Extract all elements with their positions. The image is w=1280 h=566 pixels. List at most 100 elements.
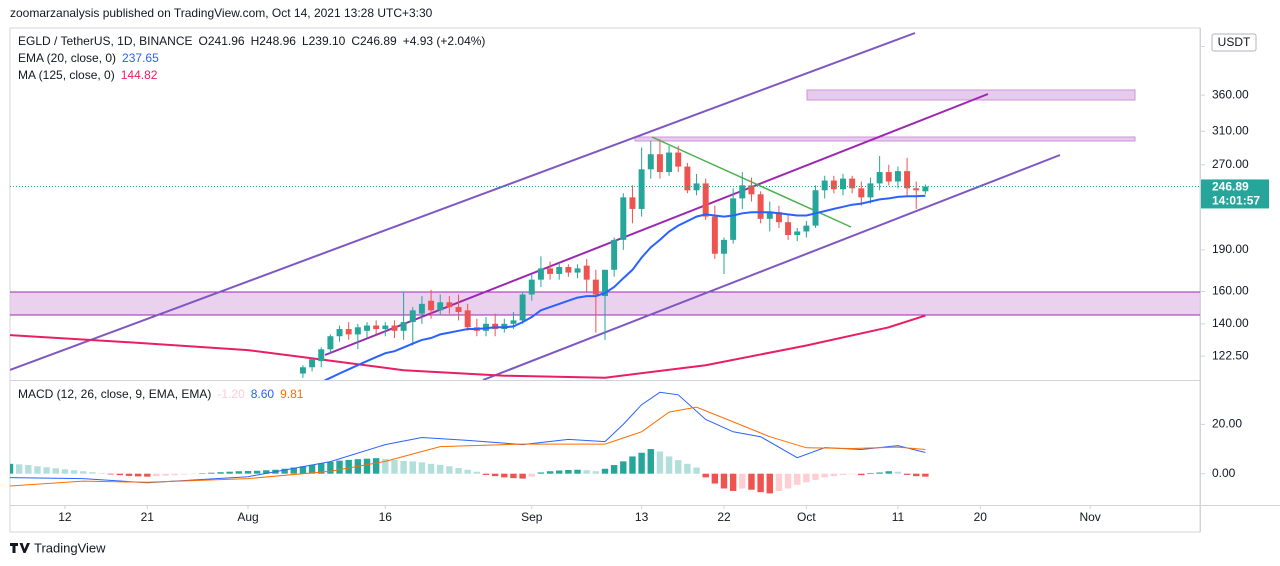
countdown-label: 14:01:57 (1212, 194, 1260, 208)
x-tick-label: Sep (521, 510, 543, 524)
x-tick-label: 16 (379, 510, 393, 524)
legend-macd-hist: -1.20 (217, 387, 245, 401)
macd-histogram-bar (107, 473, 114, 475)
candle-body (556, 267, 563, 274)
legend-macd-signal: 9.81 (280, 387, 304, 401)
macd-histogram-bar (336, 460, 343, 474)
y-tick-label: 160.00 (1212, 284, 1249, 298)
macd-histogram-bar (775, 473, 783, 491)
candle-body (666, 152, 673, 173)
macd-histogram-bar (427, 463, 435, 474)
macd-histogram-bar (858, 473, 865, 476)
candle-body (803, 225, 810, 232)
legend-ohlc: H248.96 (251, 34, 297, 48)
macd-histogram-bar (903, 473, 911, 475)
macd-histogram-bar (757, 473, 764, 493)
macd-histogram-bar (263, 470, 270, 474)
macd-histogram-bar (437, 464, 444, 474)
candle-body (775, 212, 782, 223)
candle-body (913, 188, 920, 191)
macd-histogram-bar (729, 473, 737, 491)
macd-histogram-bar (656, 451, 664, 474)
price-pane (10, 139, 1200, 380)
macd-histogram-bar (208, 472, 215, 474)
macd-histogram-bar (244, 470, 252, 474)
macd-histogram-bar (180, 473, 188, 475)
x-tick-label: Oct (797, 510, 816, 524)
macd-histogram-bar (821, 473, 828, 478)
candle-body (785, 222, 792, 236)
macd-histogram-bar (794, 473, 801, 485)
macd-histogram-bar (70, 470, 78, 474)
macd-line (10, 391, 926, 484)
macd-histogram-bar (848, 473, 856, 475)
channel-middle (324, 93, 989, 356)
candle-body (867, 183, 874, 198)
candle-body (830, 180, 837, 190)
macd-histogram-bar (34, 466, 41, 474)
macd-histogram-bar (15, 464, 23, 474)
candle-body (894, 171, 901, 182)
legend-ma: MA (125, close, 0) 144.82 (18, 68, 158, 82)
macd-histogram-bar (620, 461, 627, 474)
candle-body (528, 279, 535, 295)
candle-body (354, 327, 361, 335)
macd-histogram-bar (784, 473, 792, 489)
macd-histogram-bar (830, 473, 838, 477)
resistance-zone (806, 89, 1136, 101)
candle-body (455, 307, 462, 312)
macd-histogram-bar (226, 471, 233, 474)
signal-line (10, 406, 926, 487)
candle-body (766, 212, 773, 219)
footer: TradingView (10, 540, 106, 555)
axes: 12 21 Aug 16 Sep 13 22 Oct 11 20 Nov 122.50 140.00 16… (58, 39, 1249, 524)
candle-body (428, 300, 435, 311)
macd-histogram-bar (592, 471, 600, 474)
candle-body (464, 310, 471, 328)
macd-histogram-bar (739, 473, 746, 489)
macd-histogram-bar (711, 473, 719, 484)
candle-body (400, 322, 407, 331)
macd-histogram-bar (171, 473, 178, 476)
legend-ohlc: O241.96 (199, 34, 245, 48)
macd-histogram-bar (308, 464, 316, 474)
candle-body (336, 329, 343, 337)
ema-line (323, 194, 926, 380)
macd-histogram-bar (134, 473, 142, 477)
candle-body (537, 268, 544, 280)
candle-body (519, 294, 526, 321)
macd-histogram-bar (281, 468, 288, 474)
macd-histogram-bar (363, 458, 371, 474)
candle-body (592, 279, 599, 295)
macd-histogram-bar (876, 472, 883, 474)
macd-histogram-bar (647, 449, 654, 474)
y-tick-label: 310.00 (1212, 123, 1249, 137)
macd-histogram-bar (217, 472, 224, 474)
macd-histogram-bar (446, 466, 453, 474)
candle-body (602, 269, 608, 297)
logo (10, 543, 30, 553)
candle-body (318, 349, 325, 362)
legend-ema-name: EMA (20, close, 0) (18, 51, 116, 65)
candle-body (858, 188, 865, 198)
macd-y-tick-label: 20.00 (1212, 417, 1242, 431)
macd-histogram-bar (372, 458, 380, 474)
y-tick-label: 270.00 (1212, 157, 1249, 171)
macd-histogram-bar (299, 466, 307, 474)
macd-histogram-bar (318, 463, 325, 474)
macd-histogram-bar (638, 452, 645, 474)
macd-histogram-bar (464, 469, 471, 474)
macd-histogram-bar (391, 459, 398, 474)
candle-body (739, 185, 746, 199)
macd-histogram-bar (894, 471, 902, 474)
legend-ema: EMA (20, close, 0) 237.65 (18, 51, 159, 65)
macd-histogram-bar (510, 473, 517, 479)
candle-body (748, 185, 755, 195)
macd-histogram-bar (25, 465, 32, 474)
macd-histogram-bar (610, 465, 618, 474)
legend-ema-value: 237.65 (122, 51, 159, 65)
macd-histogram-bar (43, 467, 50, 474)
macd-histogram-bar (89, 472, 96, 474)
macd-histogram-bar (748, 473, 755, 490)
